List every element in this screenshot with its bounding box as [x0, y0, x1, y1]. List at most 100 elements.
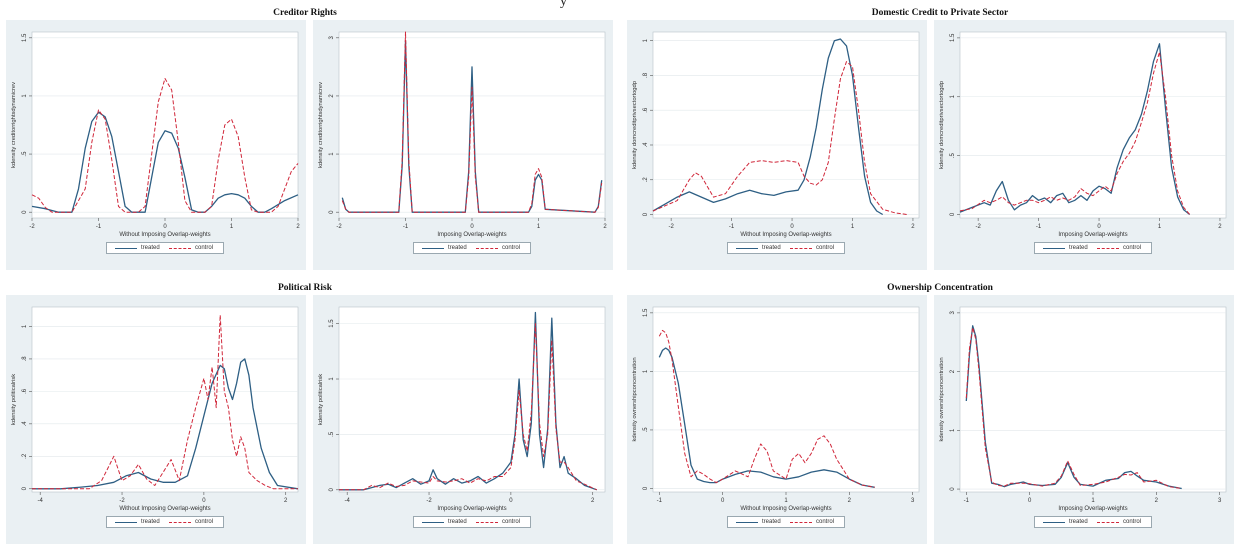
y-tick-label: 1: [22, 94, 28, 98]
x-tick-label: -1: [1036, 224, 1042, 230]
series-line-treated: [652, 38, 884, 216]
legend: treated control: [413, 516, 531, 528]
x-tick-label: -2: [426, 498, 432, 504]
y-tick-label: .5: [329, 431, 335, 437]
legend-swatch-control: [476, 522, 498, 523]
y-tick-label: 1: [950, 428, 956, 432]
y-tick-label: 0: [950, 487, 956, 491]
y-axis-label: kdensity domcreditprivsectortogdp: [632, 81, 638, 169]
x-tick-label: 0: [202, 498, 206, 504]
legend-label-control: control: [502, 518, 521, 525]
series-line-treated: [31, 111, 299, 213]
y-tick-label: 3: [950, 311, 956, 315]
series-line-control: [31, 78, 299, 213]
y-tick-label: 1: [329, 152, 335, 156]
series-line-treated: [32, 358, 299, 490]
legend-swatch-treated: [1043, 522, 1065, 523]
legend-swatch-treated: [115, 522, 137, 523]
x-tick-label: 2: [284, 498, 288, 504]
y-tick-label: 1: [643, 38, 649, 42]
chart-panel-dc-without: 0 .2 .4 .6 .8 1 -2 -1 0 1 2 Without Imposing Overla…: [627, 20, 927, 270]
x-tick-label: 2: [848, 498, 852, 504]
y-tick-label: 1: [643, 369, 649, 373]
x-tick-label: -2: [668, 224, 674, 230]
legend: treated control: [106, 516, 224, 528]
x-tick-label: 0: [509, 498, 513, 504]
series-line-control: [959, 51, 1191, 215]
legend-swatch-treated: [115, 248, 137, 249]
chart-svg-pr-with: 0 .5 1 1.5 -4 -2 0 2 Imposing Overlap-weights kde…: [318, 306, 606, 512]
chart-svg-cr-without: 0 .5 1 1.5 -2 -1 0 1 2 Without Imposing Overlap-w…: [11, 31, 300, 238]
legend-swatch-control: [790, 248, 812, 249]
x-tick-label: -1: [96, 224, 102, 230]
chart-svg-dc-without: 0 .2 .4 .6 .8 1 -2 -1 0 1 2 Without Imposing Overla…: [632, 31, 920, 238]
x-axis-label: Without Imposing Overlap-weights: [740, 506, 831, 512]
x-tick-label: 2: [296, 224, 300, 230]
y-tick-label: 0: [22, 210, 28, 214]
x-tick-label: 0: [1028, 498, 1032, 504]
x-tick-label: 0: [1097, 224, 1101, 230]
x-tick-label: -4: [38, 498, 44, 504]
x-tick-label: 1: [537, 224, 541, 230]
y-tick-label: 0: [22, 486, 28, 490]
y-tick-label: 1: [329, 377, 335, 381]
y-tick-label: 0: [950, 212, 956, 216]
y-tick-label: 1.5: [950, 33, 956, 42]
legend-swatch-treated: [1043, 248, 1065, 249]
y-tick-label: .6: [22, 388, 28, 394]
legend-label-control: control: [816, 518, 835, 525]
y-tick-label: 1: [950, 94, 956, 98]
x-tick-label: 2: [1155, 498, 1159, 504]
legend-label-control: control: [502, 244, 521, 251]
chart-svg-cr-with: 0 1 2 3 -2 -1 0 1 2 Imposing Overlap-weights kdens…: [318, 31, 607, 238]
series-line-control: [652, 61, 907, 215]
x-tick-label: 2: [1218, 224, 1222, 230]
y-tick-label: 1.5: [22, 33, 28, 42]
y-tick-label: .2: [22, 453, 28, 459]
x-tick-label: 0: [721, 498, 725, 504]
x-tick-label: 2: [591, 498, 595, 504]
chart-panel-oc-without: 0 .5 1 1.5 -1 0 1 2 3 Without Imposing Overlap-we…: [627, 295, 927, 544]
legend-swatch-treated: [736, 522, 758, 523]
y-tick-label: .5: [22, 151, 28, 157]
x-tick-label: 1: [1158, 224, 1162, 230]
chart-panel-dc-with: 0 .5 1 1.5 -2 -1 0 1 2 Imposing Overlap-weights kd…: [934, 20, 1234, 270]
y-tick-label: 3: [329, 35, 335, 39]
x-tick-label: 0: [790, 224, 794, 230]
legend-swatch-control: [1097, 248, 1119, 249]
series-line-control: [965, 327, 1182, 489]
series-line-treated: [959, 43, 1191, 216]
x-tick-label: -2: [336, 224, 342, 230]
legend-label-control: control: [1123, 518, 1142, 525]
y-tick-label: .8: [643, 72, 649, 78]
y-tick-label: .8: [22, 356, 28, 362]
x-tick-label: -1: [729, 224, 735, 230]
x-tick-label: -1: [403, 224, 409, 230]
y-tick-label: 0: [643, 486, 649, 490]
legend-label-control: control: [1123, 244, 1142, 251]
x-tick-label: 3: [911, 498, 915, 504]
plot-area: [338, 306, 606, 493]
legend-swatch-control: [1097, 522, 1119, 523]
legend-label-treated: treated: [448, 244, 467, 251]
x-tick-label: 1: [230, 224, 234, 230]
legend-swatch-treated: [422, 522, 444, 523]
legend-label-treated: treated: [1069, 244, 1088, 251]
page-fragment: y: [560, 0, 567, 9]
section-title-creditor-rights: Creditor Rights: [273, 8, 337, 18]
y-axis-label: kdensity creditorrightsdynamicrev: [11, 82, 17, 168]
x-tick-label: -2: [29, 224, 35, 230]
series-line-treated: [339, 311, 598, 491]
chart-svg-oc-with: 0 1 2 3 -1 0 1 2 3 Imposing Overlap-weights kdensi…: [939, 306, 1227, 512]
y-axis-label: kdensity domcreditprivsectortogdp: [939, 81, 945, 169]
plot-area: [31, 31, 299, 219]
chart-panel-cr-without: 0 .5 1 1.5 -2 -1 0 1 2 Without Imposing Overlap-w…: [6, 20, 306, 270]
x-tick-label: 0: [470, 224, 474, 230]
legend: treated control: [1034, 516, 1152, 528]
legend-swatch-treated: [422, 248, 444, 249]
plot-area: [652, 306, 920, 493]
x-axis-label: Imposing Overlap-weights: [1058, 232, 1127, 238]
y-tick-label: 1.5: [329, 319, 335, 328]
x-tick-label: -2: [119, 498, 125, 504]
legend: treated control: [727, 242, 845, 254]
